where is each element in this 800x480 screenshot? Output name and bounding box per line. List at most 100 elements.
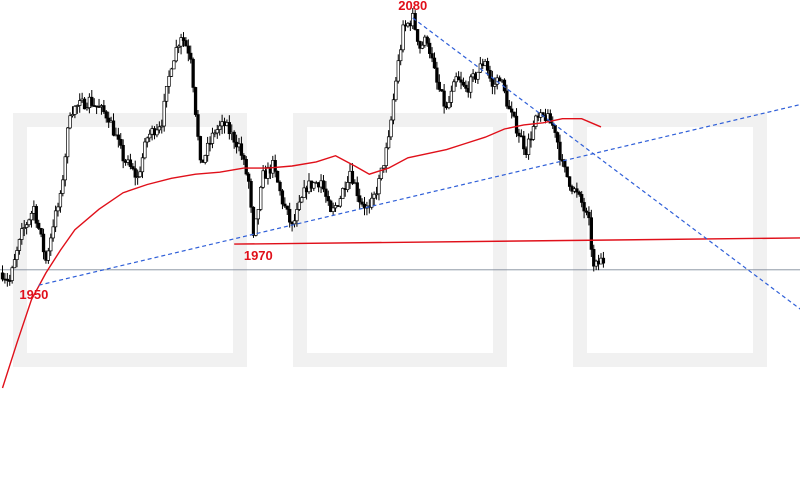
candle-body xyxy=(70,114,75,117)
rising-trend-line xyxy=(38,104,800,286)
candle-body xyxy=(249,180,253,208)
candle-body xyxy=(452,81,456,92)
candle-body xyxy=(218,125,222,130)
candle-body xyxy=(174,47,178,62)
candle-body xyxy=(345,182,350,190)
candle-body xyxy=(488,69,492,79)
candle-body xyxy=(526,138,531,155)
candle-body xyxy=(227,122,231,135)
candle-body xyxy=(273,160,277,172)
candle-body xyxy=(587,212,591,219)
candle-body xyxy=(203,155,207,163)
candle-body xyxy=(401,24,405,51)
candle-body xyxy=(374,193,379,196)
candle-body xyxy=(442,90,446,107)
candle-body xyxy=(20,228,24,240)
candle-body xyxy=(160,125,164,128)
candle-body xyxy=(415,29,420,42)
candle-body xyxy=(8,280,12,282)
candle-body xyxy=(427,42,432,54)
candle-body xyxy=(558,141,562,160)
candle-body xyxy=(51,226,55,239)
candle-body xyxy=(389,119,393,138)
candle-body xyxy=(580,194,584,203)
candle-body xyxy=(370,197,374,208)
candle-body xyxy=(164,85,169,102)
candle-body xyxy=(133,168,137,178)
candle-body xyxy=(196,114,200,137)
candle-body xyxy=(145,137,149,143)
candle-body xyxy=(128,159,133,167)
candle-body xyxy=(360,201,364,205)
watermark-glyph xyxy=(293,113,507,367)
candle-body xyxy=(507,105,511,110)
candle-body xyxy=(116,134,120,140)
candle-body xyxy=(531,126,536,140)
candle-body xyxy=(447,102,451,109)
candle-body xyxy=(297,201,301,210)
candle-body xyxy=(186,45,190,54)
candle-body xyxy=(425,36,429,44)
candle-body xyxy=(191,58,195,88)
candle-body xyxy=(256,209,260,220)
candle-body xyxy=(338,198,343,207)
candle-body xyxy=(68,115,72,129)
label-2080: 2080 xyxy=(398,0,427,13)
candle-body xyxy=(577,191,581,195)
candle-body xyxy=(420,44,425,49)
candle-body xyxy=(213,132,217,135)
candle-body xyxy=(259,186,263,210)
candle-body xyxy=(39,228,43,235)
candle-body xyxy=(350,170,355,184)
candle-body xyxy=(355,182,359,197)
candle-body xyxy=(138,171,142,178)
candle-body xyxy=(172,60,176,70)
candle-body xyxy=(254,218,258,236)
candle-body xyxy=(522,135,526,150)
candle-body xyxy=(239,143,244,156)
candle-body xyxy=(119,138,123,146)
candle-body xyxy=(321,180,326,190)
candle-body xyxy=(63,156,67,181)
candle-body xyxy=(181,37,186,41)
candle-body xyxy=(386,136,391,149)
candle-body xyxy=(29,212,34,221)
candle-body xyxy=(58,193,63,208)
candle-body xyxy=(331,207,335,212)
candle-body xyxy=(12,259,17,269)
label-1950: 1950 xyxy=(19,287,48,302)
candle-body xyxy=(261,170,265,188)
candle-body xyxy=(288,208,292,223)
candle-body xyxy=(435,67,439,83)
candle-body xyxy=(285,205,289,210)
candle-body xyxy=(493,83,497,87)
candle-body xyxy=(396,60,400,82)
candle-body xyxy=(394,80,398,101)
candle-body xyxy=(432,57,437,69)
candle-body xyxy=(295,209,299,222)
candle-body xyxy=(384,147,388,166)
candle-body xyxy=(440,89,444,92)
candle-body xyxy=(242,155,246,160)
candle-body xyxy=(459,79,463,83)
candle-body xyxy=(102,105,106,113)
candle-body xyxy=(41,233,46,253)
candle-body xyxy=(548,113,552,124)
candle-body xyxy=(162,100,166,127)
candle-body xyxy=(61,179,65,194)
candle-body xyxy=(563,160,567,168)
candle-body xyxy=(78,100,82,106)
candle-body xyxy=(326,196,330,202)
candle-body xyxy=(469,76,473,93)
candle-body xyxy=(169,68,174,77)
candle-body xyxy=(601,257,606,264)
moving-average-line xyxy=(1,118,602,389)
candle-body xyxy=(430,53,434,59)
candle-body xyxy=(111,120,116,136)
candle-body xyxy=(584,210,589,213)
candle-body xyxy=(505,90,509,107)
candle-body xyxy=(24,224,29,228)
candle-body xyxy=(589,217,593,250)
candle-body xyxy=(56,206,60,212)
